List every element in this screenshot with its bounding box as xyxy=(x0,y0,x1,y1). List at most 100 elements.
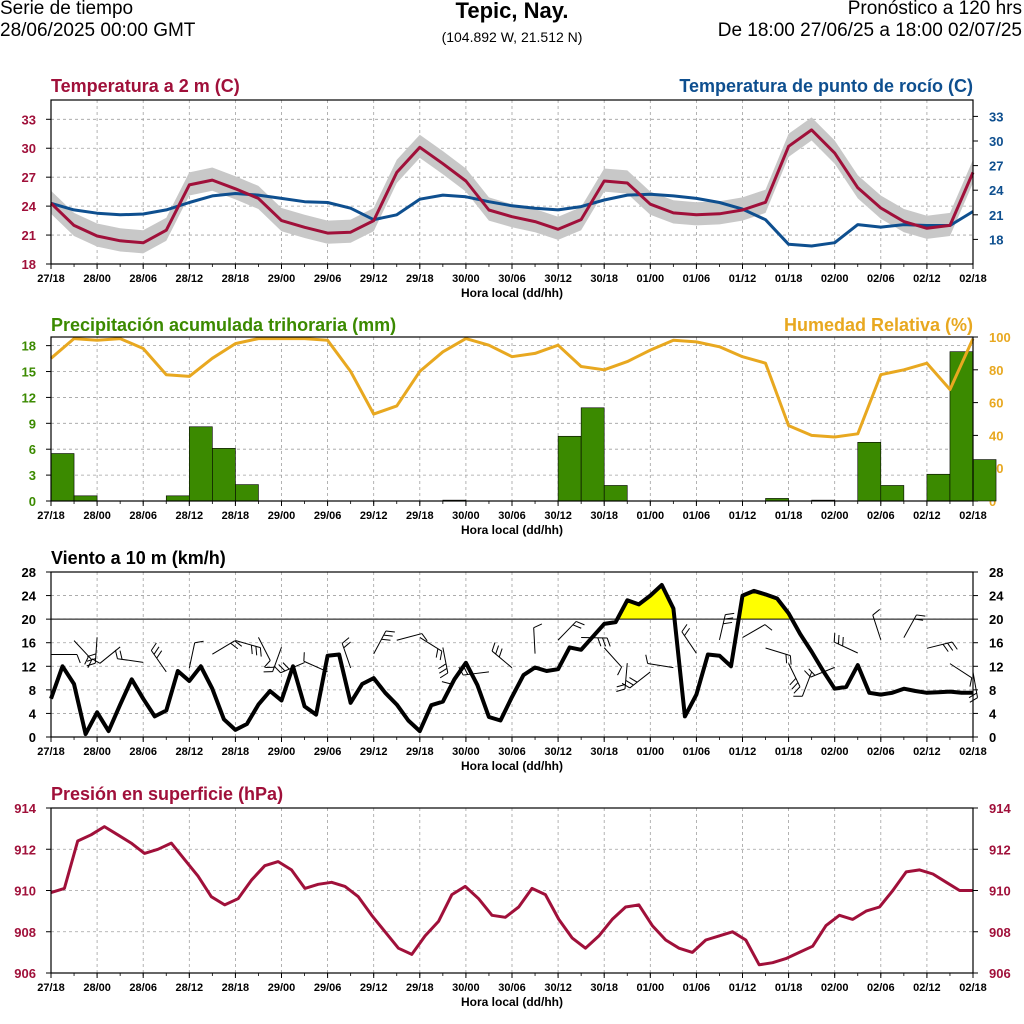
x-tick-label: 27/18 xyxy=(37,510,65,522)
x-tick-label: 30/00 xyxy=(452,510,480,522)
wind-barb-flag xyxy=(872,608,881,616)
y-tick-label: 12 xyxy=(22,390,36,405)
y2-tick-label: 40 xyxy=(989,428,1003,443)
wind-barb-flag xyxy=(421,633,428,642)
wind-barb-staff xyxy=(150,650,167,673)
wind-barb-flag xyxy=(91,658,101,664)
y-tick-label: 906 xyxy=(14,966,36,981)
wind-barb-flag xyxy=(495,645,500,655)
header-right-line2: De 18:00 27/06/25 a 18:00 02/07/25 xyxy=(717,20,1022,41)
x-tick-label: 02/12 xyxy=(913,982,941,994)
y2-tick-label: 18 xyxy=(989,232,1003,247)
x-tick-label: 28/06 xyxy=(129,746,157,758)
wind-barb-flag xyxy=(114,649,118,659)
wind-barb-flag xyxy=(343,641,351,649)
x-tick-label: 01/06 xyxy=(683,746,711,758)
wind-barb-flag xyxy=(785,654,788,664)
wind-barb-flag xyxy=(791,682,799,690)
y-tick-label: 18 xyxy=(22,257,36,272)
x-tick-label: 28/18 xyxy=(222,746,250,758)
y2-tick-label: 100 xyxy=(989,330,1011,345)
y2-tick-label: 0 xyxy=(989,494,996,509)
panel-title-dewpoint: Temperatura de punto de rocío (C) xyxy=(679,76,973,96)
wind-barb-flag xyxy=(84,656,90,665)
precip-bar xyxy=(880,485,905,502)
x-tick-label: 01/00 xyxy=(637,746,665,758)
temperature-line xyxy=(49,128,975,245)
precip-bar xyxy=(189,426,213,502)
wind-barb-flag xyxy=(383,634,393,637)
wind-barb-flag xyxy=(533,623,543,629)
wind-barb-flag xyxy=(804,670,811,678)
wind-barb-staff xyxy=(272,647,282,672)
precip-bar xyxy=(50,453,75,502)
x-tick-label: 29/06 xyxy=(314,746,342,758)
x-tick-label: 28/00 xyxy=(83,273,111,285)
wind-barb-flag xyxy=(606,637,611,647)
wind-barb-flag xyxy=(969,697,978,703)
x-tick-label: 01/00 xyxy=(637,273,665,285)
x-tick-label: 01/18 xyxy=(775,510,803,522)
y2-tick-label: 12 xyxy=(989,659,1003,674)
x-tick-label: 28/06 xyxy=(129,510,157,522)
wind-barb-flag xyxy=(153,646,160,655)
x-tick-label: 01/00 xyxy=(637,982,665,994)
x-tick-label: 02/00 xyxy=(821,273,849,285)
wind-above-threshold-fill xyxy=(617,584,675,620)
y-tick-label: 24 xyxy=(22,199,37,214)
wind-barb-staff xyxy=(188,642,196,669)
wind-barb-flag xyxy=(441,681,451,685)
wind-barb-flag xyxy=(439,651,443,661)
wind-barb-flag xyxy=(681,624,688,633)
x-tick-label: 01/12 xyxy=(729,982,757,994)
x-tick-label: 29/12 xyxy=(360,510,388,522)
wind-barb-flag xyxy=(385,630,395,633)
wind-barb-staff xyxy=(117,658,144,663)
y2-tick-label: 914 xyxy=(989,801,1011,816)
y-tick-label: 9 xyxy=(29,416,36,431)
y-tick-label: 914 xyxy=(14,801,36,816)
wind-barb-flag xyxy=(263,660,271,668)
y2-tick-label: 906 xyxy=(989,966,1011,981)
wind-barb-flag xyxy=(255,646,258,656)
x-tick-label: 30/06 xyxy=(498,982,526,994)
x-tick-label: 01/18 xyxy=(775,982,803,994)
plot-frame xyxy=(50,99,974,265)
wind-barb-staff xyxy=(557,621,577,641)
wind-barb-staff xyxy=(742,624,766,639)
x-tick-label: 01/00 xyxy=(637,510,665,522)
x-tick-label: 29/00 xyxy=(268,273,296,285)
precip-bar xyxy=(235,484,259,502)
precip-bar xyxy=(165,495,190,502)
y-tick-label: 18 xyxy=(22,339,36,354)
wind-barb-flag xyxy=(194,640,204,644)
y2-tick-label: 20 xyxy=(989,612,1003,627)
wind-barb-flag xyxy=(572,624,582,629)
precip-bar xyxy=(580,407,605,502)
x-tick-label: 01/12 xyxy=(729,746,757,758)
x-tick-label: 28/06 xyxy=(129,982,157,994)
wind-barb-staff xyxy=(833,641,858,654)
wind-barb-flag xyxy=(725,612,735,616)
x-tick-label: 28/12 xyxy=(176,273,204,285)
wind-barb-staff xyxy=(258,637,271,661)
x-tick-label: 30/12 xyxy=(544,273,572,285)
wind-barb-staff xyxy=(533,627,536,654)
x-tick-label: 02/06 xyxy=(867,982,895,994)
precip-bar xyxy=(857,442,882,502)
y2-tick-label: 4 xyxy=(989,706,997,721)
x-axis-label: Hora local (dd/hh) xyxy=(461,523,563,537)
wind-speed-line xyxy=(49,583,973,737)
x-tick-label: 30/12 xyxy=(544,746,572,758)
wind-barb-flag xyxy=(833,633,836,643)
page-title: Tepic, Nay. xyxy=(455,0,569,23)
wind-barb-flag xyxy=(86,662,96,667)
wind-barb-flag xyxy=(87,653,97,658)
wind-barb-flag xyxy=(723,621,733,625)
wind-barb-flag xyxy=(156,650,163,659)
wind-barb-flag xyxy=(837,634,840,645)
y2-tick-label: 28 xyxy=(989,565,1003,580)
wind-barb-flag xyxy=(789,677,797,686)
precip-bar xyxy=(73,495,98,502)
